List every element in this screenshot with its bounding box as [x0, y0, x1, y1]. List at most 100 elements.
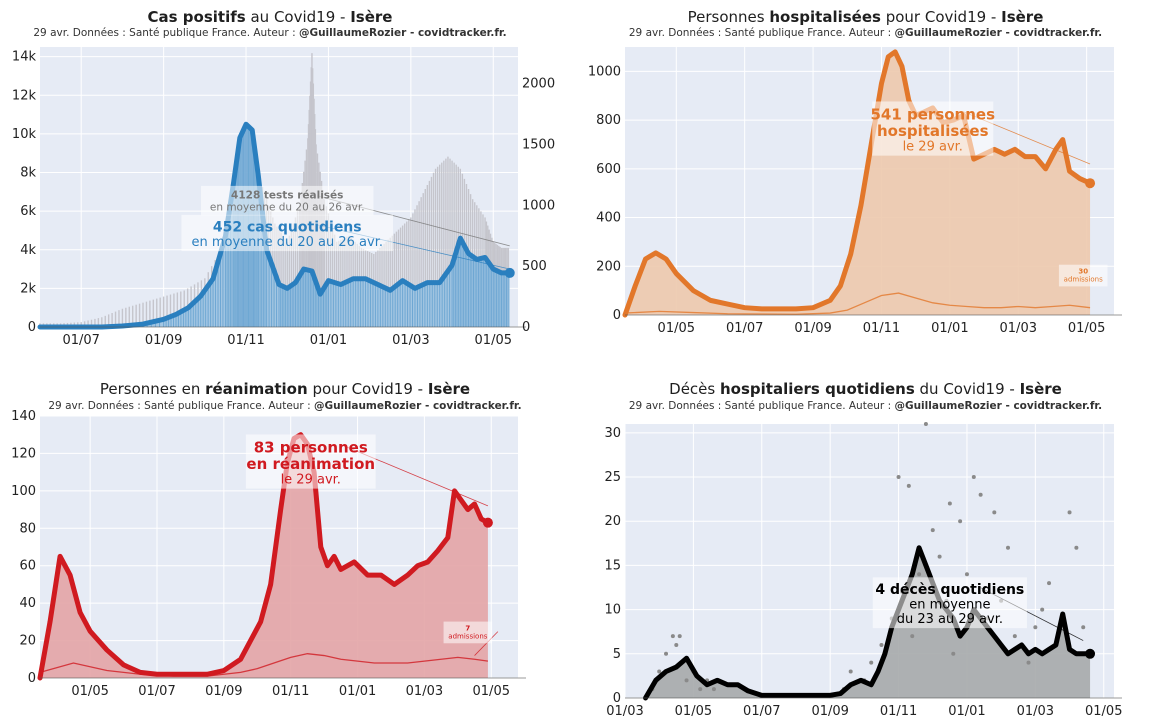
daily-death-point	[951, 651, 956, 656]
daily-death-point	[1033, 625, 1038, 630]
x-tick-label: 01/05	[475, 333, 512, 348]
y-tick-label: 100	[11, 484, 36, 499]
x-tick-label: 01/01	[310, 333, 347, 348]
daily-death-point	[848, 669, 853, 674]
daily-death-point	[677, 634, 682, 639]
annotation-text: le 29 avr.	[903, 140, 963, 155]
chart-subtitle: 29 avr. Données : Santé publique France.…	[628, 400, 1103, 412]
daily-death-point	[978, 492, 983, 497]
annotation-text: en moyenne du 20 au 26 avr.	[210, 201, 365, 213]
x-tick-label: 01/07	[743, 704, 780, 719]
y-tick-label: 600	[596, 162, 621, 177]
chart-panel-cases: Cas positifs au Covid19 - Isère 29 avr. …	[0, 0, 580, 360]
x-tick-label: 01/09	[205, 684, 242, 699]
annotation-text: hospitalisées	[877, 122, 989, 140]
daily-death-point	[906, 483, 911, 488]
series-area	[645, 547, 1091, 698]
x-tick-label: 01/05	[71, 684, 108, 699]
annotation-text: en réanimation	[246, 455, 375, 473]
annotation-box	[872, 101, 994, 156]
x-tick-label: 01/03	[1000, 321, 1037, 336]
daily-death-point	[1040, 607, 1045, 612]
chart-cases-svg: 0 2k 4k 6k 8k 10k 12k 14k 0 500 1000 1500 2000 01/07 0…	[12, 47, 555, 348]
y-tick-label: 5	[613, 647, 621, 662]
chart-panel-deaths: Décès hospitaliers quotidiens du Covid19…	[580, 372, 1161, 726]
annotation-text: le 29 avr.	[281, 473, 341, 488]
x-tick-label: 01/03	[392, 333, 429, 348]
annotation-arrow	[474, 631, 499, 656]
y-tick-label: 8k	[20, 166, 36, 181]
y-tick-label: 60	[19, 559, 36, 574]
daily-death-point	[674, 642, 679, 647]
daily-death-point	[869, 660, 874, 665]
x-tick-label: 01/07	[138, 684, 175, 699]
x-tick-label: 01/05	[675, 704, 712, 719]
series-area	[625, 51, 1091, 315]
x-tick-label: 01/09	[145, 333, 182, 348]
x-tick-label: 01/05	[658, 321, 695, 336]
series-line	[37, 121, 513, 330]
annotation-text: 4 décès quotidiens	[875, 582, 1024, 598]
daily-death-point	[910, 634, 915, 639]
daily-death-point	[698, 687, 703, 692]
x-tick-label: 01/11	[272, 684, 309, 699]
annotation-text: 83 personnes	[254, 438, 368, 456]
daily-death-point	[1081, 625, 1086, 630]
y-tick-label: 120	[11, 446, 36, 461]
annotation-box	[443, 621, 493, 644]
end-marker	[504, 267, 515, 278]
daily-death-point	[1026, 660, 1031, 665]
end-marker	[1085, 178, 1096, 189]
x-tick-label: 01/09	[811, 704, 848, 719]
chart-subtitle: 29 avr. Données : Santé publique France.…	[33, 27, 507, 39]
chart-title: Décès hospitaliers quotidiens du Covid19…	[669, 380, 1062, 398]
chart-panel-hospitalisations: Personnes hospitalisées pour Covid19 - I…	[580, 0, 1161, 360]
y-tick-label: 10	[604, 603, 621, 618]
x-tick-label: 01/07	[726, 321, 763, 336]
chart-rea-svg: 0 20 40 60 80 100 120 140 01/05 01/07 01/09 01/11 01…	[11, 409, 526, 699]
y-tick-label: 0	[28, 671, 36, 686]
series-line	[643, 545, 1093, 701]
y-tick-label: 0	[28, 320, 36, 335]
annotation-text: du 23 au 29 avr.	[897, 612, 1003, 627]
y-tick-label: 800	[596, 113, 621, 128]
daily-death-point	[923, 422, 928, 426]
x-tick-label: 01/11	[880, 704, 917, 719]
daily-death-point	[684, 678, 689, 683]
daily-death-point	[1067, 510, 1072, 515]
daily-death-point	[1047, 581, 1052, 586]
y-tick-label: 40	[19, 596, 36, 611]
y-tick-label: 400	[596, 211, 621, 226]
y2-tick-label: 500	[522, 259, 547, 274]
annotation-box	[181, 214, 394, 252]
annotation-text: admissions	[448, 632, 487, 640]
y-tick-label: 200	[596, 259, 621, 274]
daily-death-point	[964, 572, 969, 577]
y-tick-label: 0	[613, 691, 621, 706]
daily-death-point	[711, 687, 716, 692]
daily-death-point	[930, 528, 935, 533]
daily-death-point	[1012, 634, 1017, 639]
y-tick-label: 2k	[20, 281, 36, 296]
y2-tick-label: 1000	[522, 198, 555, 213]
x-tick-label: 01/05	[1085, 704, 1122, 719]
x-tick-label: 01/01	[931, 321, 968, 336]
y2-tick-label: 0	[522, 320, 530, 335]
admissions-line	[624, 292, 1091, 315]
series-area	[40, 124, 510, 327]
y-tick-label: 14k	[12, 50, 37, 65]
y-tick-label: 12k	[12, 88, 37, 103]
chart-title: Personnes en réanimation pour Covid19 - …	[99, 380, 471, 398]
chart-subtitle: 29 avr. Données : Santé publique France.…	[628, 27, 1103, 39]
annotation-text: 541 personnes	[870, 105, 995, 123]
daily-death-point	[657, 669, 662, 674]
daily-death-point	[896, 475, 901, 480]
annotation-text: 452 cas quotidiens	[213, 220, 362, 236]
daily-death-point	[971, 475, 976, 480]
daily-death-point	[958, 519, 963, 524]
y-tick-label: 1000	[588, 64, 621, 79]
annotation-text: 4128 tests réalisés	[231, 190, 343, 202]
x-tick-label: 01/01	[339, 684, 376, 699]
daily-death-point	[992, 510, 997, 515]
end-marker	[482, 517, 493, 528]
